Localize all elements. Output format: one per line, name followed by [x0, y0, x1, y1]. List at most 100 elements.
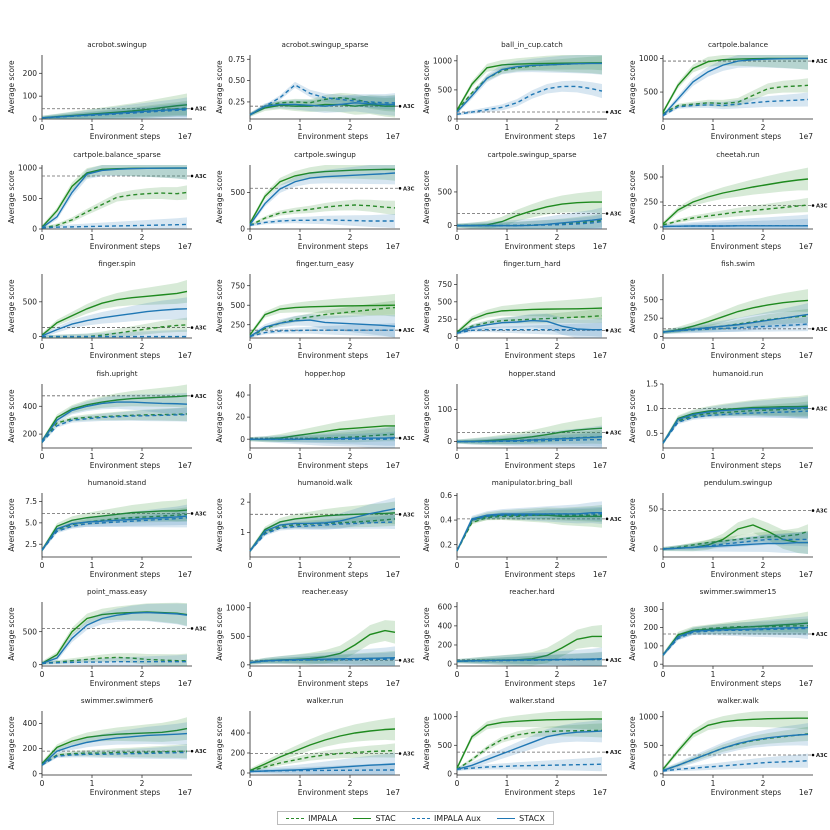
band-impala-aux [663, 92, 808, 117]
x-tick-label: 2 [555, 342, 560, 351]
line-impala-aux [456, 85, 603, 116]
band-impala [42, 406, 187, 444]
band-stac [42, 384, 187, 444]
x-multiplier-label: 1e7 [593, 351, 607, 360]
band-stac [250, 620, 395, 665]
a3c-marker [398, 436, 402, 440]
panel-title: cartpole.swingup [294, 150, 356, 159]
a3c-label: A3C [816, 204, 828, 210]
panel-title: ball_in_cup.catch [501, 40, 563, 49]
x-tick-label: 1 [298, 779, 303, 788]
x-tick-label: 0 [455, 123, 460, 132]
x-tick-label: 1 [505, 123, 510, 132]
x-axis-label: Environment steps [298, 132, 368, 141]
x-multiplier-label: 1e7 [593, 570, 607, 579]
x-tick-label: 2 [140, 779, 145, 788]
panel-title: walker.stand [509, 696, 554, 705]
y-tick-label: 200 [23, 430, 38, 439]
panel-title: fish.swim [721, 259, 755, 268]
band-stacx [42, 97, 187, 119]
panel-title: manipulator.bring_ball [492, 478, 572, 487]
x-multiplier-label: 1e7 [799, 679, 813, 688]
x-tick-label: 2 [555, 452, 560, 461]
line-stacx [662, 626, 808, 656]
a3c-marker [398, 752, 402, 755]
band-stacx [457, 313, 602, 338]
y-axis-label: Average score [422, 607, 431, 661]
line-impala [662, 407, 809, 444]
y-axis-label: Average score [7, 389, 16, 443]
a3c-marker [190, 394, 194, 398]
band-impala [250, 199, 395, 227]
band-stac [250, 414, 395, 443]
panel-cartpole-balance-sparse: cartpole.balance_sparse 0 500 1000 0 1 2Enviro… [7, 150, 207, 251]
y-tick-label: 100 [23, 92, 38, 101]
band-impala [457, 723, 602, 771]
y-tick-label: 250 [644, 198, 659, 207]
y-axis-label: Average score [215, 389, 224, 443]
line-stacx [456, 319, 602, 334]
band-stacx [250, 93, 395, 117]
line-stac [662, 405, 809, 444]
x-tick-label: 1 [90, 123, 95, 132]
panel-title: point_mass.easy [87, 587, 148, 596]
band-stac [663, 611, 808, 658]
y-tick-label: 1000 [433, 712, 452, 721]
line-impala [249, 306, 396, 338]
x-tick-label: 0 [661, 342, 666, 351]
panel-ball-in-cup-catch: ball_in_cup.catch 0 500 1000 0 1 2Environment … [422, 40, 622, 141]
x-tick-label: 2 [761, 123, 766, 132]
line-stacx [41, 108, 188, 119]
band-impala [42, 317, 187, 338]
band-impala-aux [42, 407, 187, 444]
y-axis-label: Average score [422, 716, 431, 770]
x-axis-label: Environment steps [711, 461, 781, 470]
x-tick-label: 1 [90, 452, 95, 461]
x-tick-label: 2 [555, 561, 560, 570]
band-impala-aux [250, 514, 395, 553]
x-axis-label: Environment steps [90, 351, 160, 360]
line-stac [662, 178, 809, 225]
y-tick-label: 0 [240, 769, 245, 778]
y-tick-label: 200 [644, 623, 659, 632]
line-stacx [249, 763, 396, 773]
x-tick-label: 1 [298, 233, 303, 242]
x-axis-label: Environment steps [298, 788, 368, 797]
x-tick-label: 2 [348, 452, 353, 461]
x-tick-label: 2 [140, 561, 145, 570]
line-stac [662, 717, 808, 770]
band-stacx [457, 425, 602, 448]
band-stac [42, 602, 187, 666]
a3c-marker [190, 326, 194, 329]
y-axis-label: Average score [215, 498, 224, 552]
panel-title: hopper.stand [508, 369, 555, 378]
a3c-marker [398, 513, 402, 516]
y-tick-label: 100 [644, 641, 659, 650]
y-tick-label: 0.50 [228, 76, 245, 85]
band-stacx [663, 303, 808, 335]
band-impala-aux [457, 506, 602, 553]
band-impala-aux [42, 510, 187, 552]
x-tick-label: 1 [298, 670, 303, 679]
y-axis-label: Average score [7, 170, 16, 224]
x-multiplier-label: 1e7 [178, 242, 192, 251]
x-axis-label: Environment steps [298, 351, 368, 360]
a3c-label: A3C [195, 326, 207, 332]
y-tick-label: 100 [438, 405, 453, 414]
line-stac [662, 299, 809, 333]
band-impala-aux [42, 654, 187, 666]
x-tick-label: 0 [455, 452, 460, 461]
x-axis-label: Environment steps [505, 242, 575, 251]
line-impala [662, 625, 808, 656]
y-tick-label: 1000 [433, 56, 452, 65]
x-tick-label: 2 [348, 779, 353, 788]
y-tick-label: 500 [644, 741, 659, 750]
band-stac [663, 711, 808, 772]
x-axis-label: Environment steps [711, 351, 781, 360]
legend-label-impala-aux: IMPALA Aux [433, 813, 481, 823]
